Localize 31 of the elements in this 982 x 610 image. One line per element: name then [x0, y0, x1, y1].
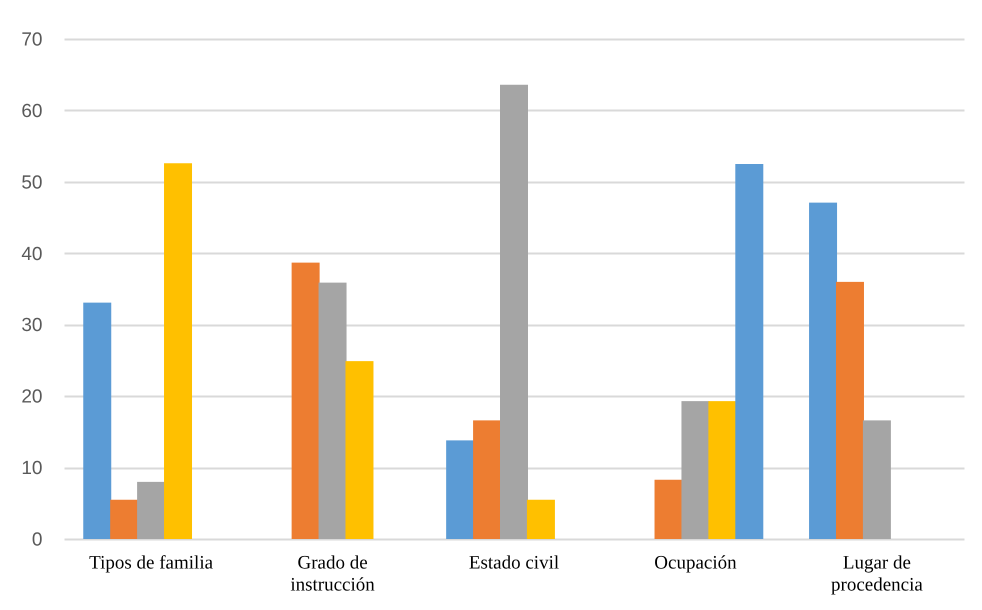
x-tick-label: Grado de instrucción	[290, 552, 376, 596]
bar	[708, 401, 736, 539]
y-tick-label: 50	[21, 172, 42, 194]
bar	[862, 420, 891, 539]
bar	[654, 480, 683, 539]
bar	[473, 420, 502, 539]
y-tick-label: 70	[21, 30, 42, 50]
y-tick-label: 20	[21, 386, 42, 408]
bar	[318, 282, 347, 539]
y-tick-label: 10	[21, 458, 42, 480]
y-tick-label: 30	[21, 315, 42, 336]
x-tick-label: Lugar de procedencia	[831, 552, 924, 596]
y-tick-label: 40	[21, 244, 42, 265]
bar	[292, 262, 320, 539]
y-tick-label: 0	[32, 530, 42, 550]
x-tick-label: Ocupación	[654, 552, 738, 574]
bar	[526, 500, 555, 539]
bar	[110, 500, 138, 539]
bar	[345, 361, 374, 539]
bar	[735, 164, 764, 539]
bar	[500, 84, 528, 539]
bar	[836, 282, 864, 539]
bar	[137, 482, 166, 539]
bar	[164, 163, 192, 539]
y-tick-label: 60	[21, 100, 42, 122]
bar	[681, 401, 710, 539]
x-tick-label: Estado civil	[468, 552, 560, 574]
bar	[446, 440, 474, 539]
bar	[83, 302, 112, 539]
bar	[809, 202, 838, 539]
x-tick-label: Tipos de familia	[89, 552, 214, 574]
